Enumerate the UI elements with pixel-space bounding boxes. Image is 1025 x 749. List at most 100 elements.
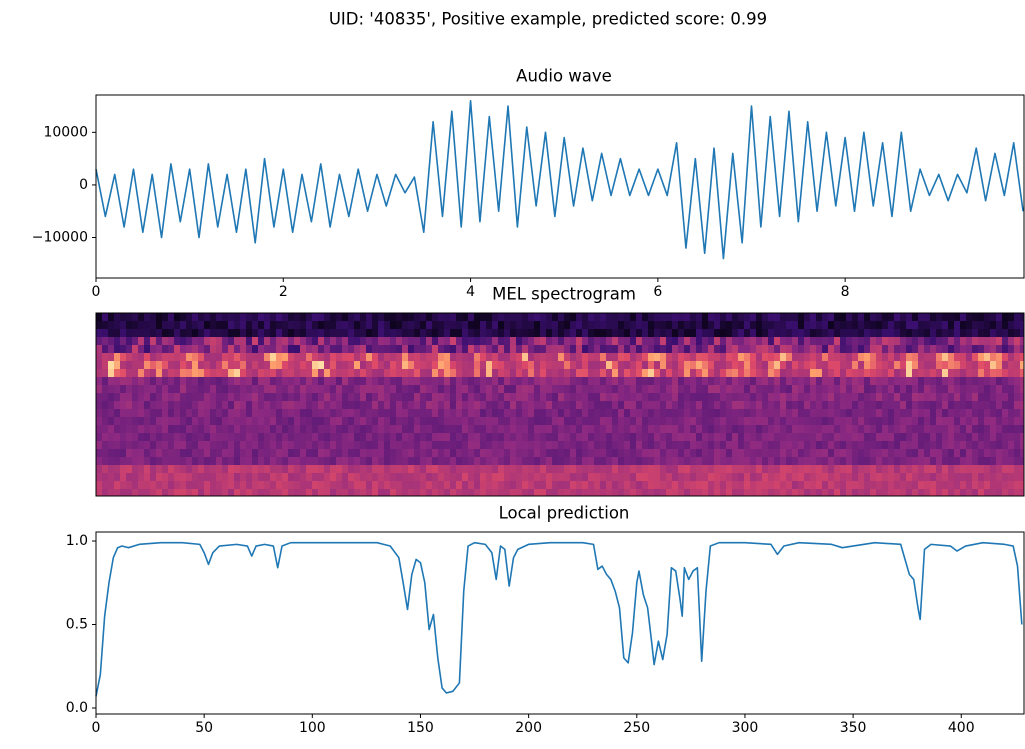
spectrogram-cell [870,377,876,385]
spectrogram-cell [378,393,384,401]
spectrogram-cell [606,393,612,401]
spectrogram-cell [894,433,900,441]
spectrogram-cell [612,313,618,321]
spectrogram-cell [948,425,954,433]
spectrogram-cell [696,393,702,401]
spectrogram-cell [282,481,288,489]
spectrogram-cell [966,321,972,329]
spectrogram-cell [864,393,870,401]
spectrogram-cell [246,465,252,473]
spectrogram-cell [576,353,582,361]
spectrogram-cell [612,353,618,361]
spectrogram-cell [834,449,840,457]
spectrogram-cell [792,489,798,496]
spectrogram-cell [894,385,900,393]
spectrogram-cell [708,345,714,353]
spectrogram-cell [726,401,732,409]
spectrogram-cell [546,457,552,465]
spectrogram-cell [114,409,120,417]
spectrogram-cell [750,321,756,329]
spectrogram-cell [648,409,654,417]
spectrogram-cell [96,425,102,433]
spectrogram-cell [708,449,714,457]
spectrogram-cell [162,465,168,473]
spectrogram-cell [348,409,354,417]
spectrogram-cell [618,473,624,481]
spectrogram-cell [156,481,162,489]
spectrogram-cell [102,377,108,385]
spectrogram-cell [852,425,858,433]
spectrogram-cell [732,481,738,489]
spectrogram-cell [582,449,588,457]
spectrogram-cell [312,337,318,345]
spectrogram-cell [786,433,792,441]
spectrogram-cell [744,313,750,321]
spectrogram-cell [822,489,828,496]
spectrogram-cell [630,321,636,329]
spectrogram-cell [210,465,216,473]
spectrogram-cell [924,433,930,441]
spectrogram-cell [318,393,324,401]
spectrogram-cell [522,433,528,441]
spectrogram-cell [282,409,288,417]
spectrogram-cell [558,449,564,457]
spectrogram-cell [162,481,168,489]
spectrogram-cell [312,481,318,489]
spectrogram-cell [480,329,486,337]
spectrogram-cell [300,409,306,417]
spectrogram-cell [540,329,546,337]
spectrogram-cell [930,321,936,329]
spectrogram-cell [690,417,696,425]
spectrogram-cell [948,489,954,496]
spectrogram-cell [348,313,354,321]
spectrogram-cell [210,425,216,433]
spectrogram-cell [336,369,342,377]
spectrogram-cell [936,417,942,425]
spectrogram-cell [162,433,168,441]
spectrogram-cell [342,337,348,345]
spectrogram-cell [732,361,738,369]
spectrogram-cell [114,441,120,449]
spectrogram-cell [816,489,822,496]
spectrogram-cell [840,425,846,433]
spectrogram-cell [108,401,114,409]
spectrogram-cell [996,321,1002,329]
spectrogram-cell [108,353,114,361]
spectrogram-cell [720,369,726,377]
spectrogram-cell [144,401,150,409]
spectrogram-cell [588,337,594,345]
spectrogram-cell [348,481,354,489]
spectrogram-cell [96,329,102,337]
spectrogram-cell [528,337,534,345]
spectrogram-cell [180,361,186,369]
spectrogram-cell [546,321,552,329]
spectrogram-cell [102,337,108,345]
spectrogram-cell [282,329,288,337]
spectrogram-cell [168,473,174,481]
spectrogram-cell [174,449,180,457]
spectrogram-cell [96,401,102,409]
spectrogram-cell [516,425,522,433]
spectrogram-cell [180,385,186,393]
spectrogram-cell [846,457,852,465]
spectrogram-cell [486,361,492,369]
spectrogram-cell [924,457,930,465]
spectrogram-cell [870,345,876,353]
spectrogram-cell [594,409,600,417]
spectrogram-cell [690,385,696,393]
spectrogram-cell [870,401,876,409]
spectrogram-cell [942,361,948,369]
spectrogram-cell [414,313,420,321]
spectrogram-cell [324,417,330,425]
spectrogram-cell [978,409,984,417]
spectrogram-cell [276,449,282,457]
spectrogram-cell [900,337,906,345]
spectrogram-cell [750,425,756,433]
spectrogram-cell [468,345,474,353]
spectrogram-cell [990,313,996,321]
spectrogram-cell [852,329,858,337]
spectrogram-cell [366,329,372,337]
spectrogram-cell [396,345,402,353]
spectrogram-cell [882,441,888,449]
spectrogram-cell [348,329,354,337]
